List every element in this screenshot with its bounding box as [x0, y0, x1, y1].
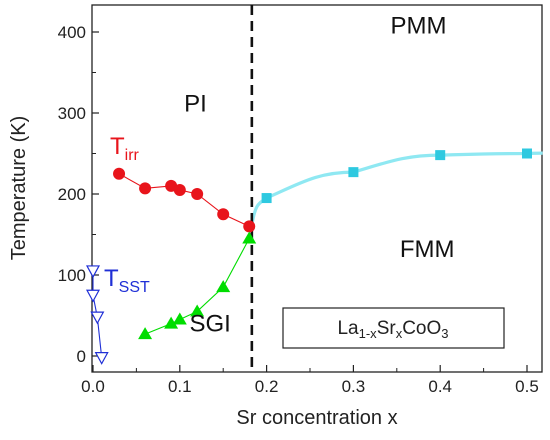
fmm-boundary-curve	[250, 151, 543, 226]
formula-sr: Sr	[377, 318, 397, 339]
t-irr-label: Tirr	[110, 133, 140, 164]
formula-sub-2: x	[396, 326, 403, 341]
t-irr-point	[173, 183, 186, 196]
formula-label: La1-xSrxCoO3	[337, 318, 448, 341]
formula-la: La	[337, 318, 359, 339]
t-sst-point	[94, 352, 109, 365]
x-tick-label: 0.5	[515, 377, 539, 396]
t-sst-label-main: T	[104, 265, 119, 292]
formula-box	[282, 307, 505, 349]
t-irr-point	[217, 208, 230, 221]
t-irr-label-main: T	[110, 133, 125, 160]
sgi-triangle-point	[172, 312, 187, 325]
region-label-sgi: SGI	[190, 311, 231, 338]
x-tick-label: 0.4	[428, 377, 452, 396]
x-tick-label: 0.3	[342, 377, 366, 396]
y-tick-label: 0	[77, 347, 86, 366]
fmm-square-point	[261, 193, 272, 204]
y-axis-label: Temperature (K)	[8, 116, 30, 261]
t-sst-label: TSST	[104, 265, 150, 296]
t-irr-point	[113, 167, 126, 180]
x-axis-label: Sr concentration x	[236, 407, 397, 429]
region-label-pmm: PMM	[391, 13, 447, 40]
x-tick-label: 0.2	[255, 377, 279, 396]
sgi-triangle-point	[138, 327, 153, 340]
formula-sub-1: 1-x	[359, 326, 378, 341]
region-annotations: PMM PI FMM SGI	[184, 13, 454, 338]
t-irr-label-subscript: irr	[125, 147, 140, 164]
fmm-square-point	[348, 167, 359, 178]
plot-area-frame	[91, 4, 543, 373]
t-sst-point	[85, 289, 101, 303]
series-line	[92, 270, 103, 358]
y-tick-label: 200	[58, 185, 86, 204]
sgi-triangle-point	[216, 280, 231, 293]
x-tick-label: 0.1	[168, 377, 192, 396]
fmm-square-point	[435, 150, 446, 161]
formula-coo: CoO	[402, 318, 441, 339]
t-irr-point	[139, 182, 152, 195]
y-tick-label: 400	[58, 23, 86, 42]
sgi-triangle-point	[164, 316, 179, 329]
fmm-square-point	[522, 148, 532, 159]
y-tick-label: 100	[58, 266, 86, 285]
t-irr-point	[243, 220, 256, 233]
t-sst-point	[85, 265, 101, 279]
sgi-triangle-point	[190, 304, 205, 317]
series-markers	[85, 148, 532, 365]
t-sst-label-subscript: SST	[119, 279, 150, 296]
x-tick-label: 0.0	[81, 377, 105, 396]
axis-ticks: 0.0 0.1 0.2 0.3 0.4 0.5 0 100 200 300 400	[58, 23, 539, 396]
series-line	[118, 173, 250, 227]
region-label-fmm: FMM	[400, 236, 455, 263]
region-label-pi: PI	[184, 90, 207, 117]
y-tick-label: 300	[58, 104, 86, 123]
t-irr-point	[191, 188, 204, 200]
formula-sub-3: 3	[441, 326, 448, 341]
sgi-triangle-point	[242, 231, 257, 244]
t-sst-point	[90, 311, 105, 325]
